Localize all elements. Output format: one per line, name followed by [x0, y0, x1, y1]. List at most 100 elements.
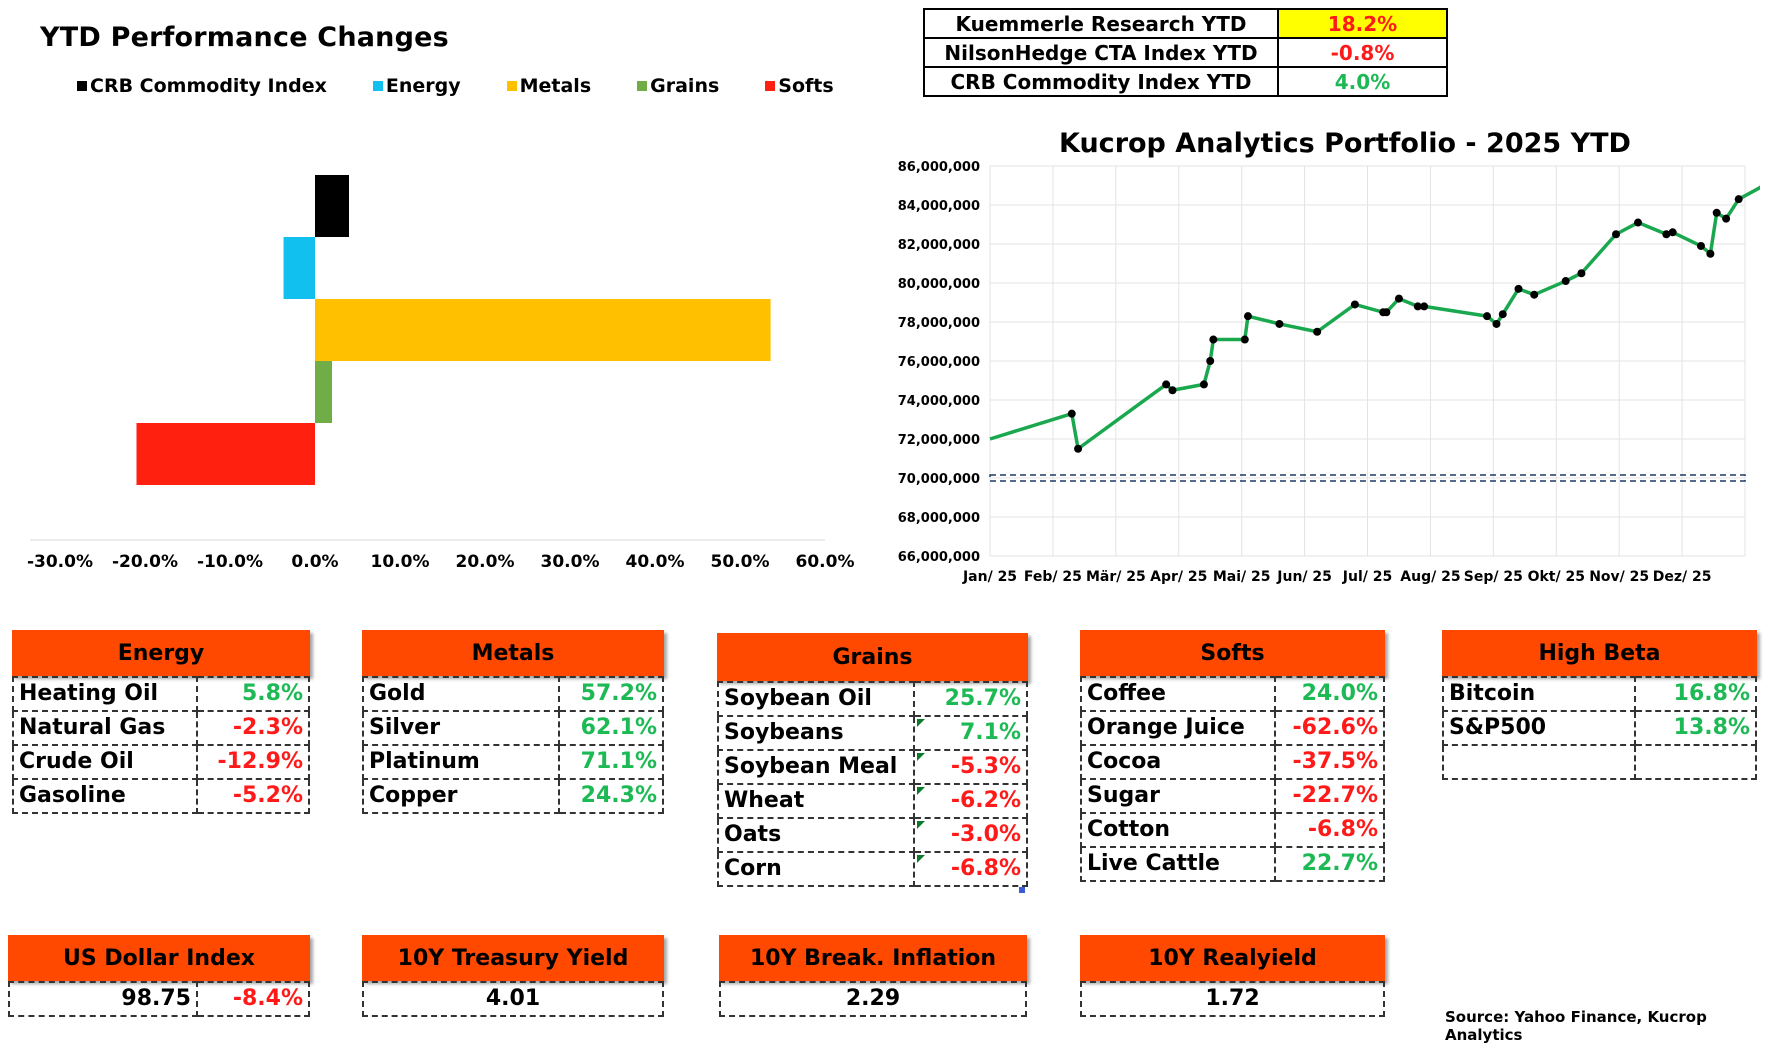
- legend-item-crb: CRB Commodity Index: [77, 74, 327, 98]
- asset-change: -6.8%: [1275, 813, 1384, 847]
- asset-change: -62.6%: [1275, 711, 1384, 745]
- asset-change: 7.1%: [914, 716, 1027, 750]
- table-row: Gasoline-5.2%: [13, 779, 309, 813]
- table-row: Cotton-6.8%: [1081, 813, 1384, 847]
- summary-label: CRB Commodity Index YTD: [924, 67, 1278, 96]
- table-row: Orange Juice-62.6%: [1081, 711, 1384, 745]
- table-row: 1.72: [1081, 982, 1384, 1016]
- portfolio-point: [1577, 269, 1585, 277]
- line-x-tick-label: Dez/ 25: [1653, 569, 1712, 585]
- summary-row: NilsonHedge CTA Index YTD -0.8%: [924, 38, 1447, 67]
- asset-change: 22.7%: [1275, 847, 1384, 881]
- line-y-tick-label: 68,000,000: [898, 511, 980, 526]
- portfolio-point: [1420, 302, 1428, 310]
- asset-name: Sugar: [1081, 779, 1275, 813]
- legend-swatch-crb: [77, 81, 87, 91]
- summary-row: Kuemmerle Research YTD 18.2%: [924, 9, 1447, 38]
- asset-name: Soybean Oil: [718, 682, 914, 716]
- line-chart: Kucrop Analytics Portfolio - 2025 YTD 66…: [890, 120, 1760, 600]
- portfolio-point: [1562, 277, 1570, 285]
- table-row: Sugar-22.7%: [1081, 779, 1384, 813]
- asset-name: Oats: [718, 818, 914, 852]
- summary-row: CRB Commodity Index YTD 4.0%: [924, 67, 1447, 96]
- portfolio-point: [1209, 336, 1217, 344]
- bar-energy: [284, 237, 315, 299]
- bar-x-tick-label: 50.0%: [711, 552, 770, 572]
- asset-change: -6.2%: [914, 784, 1027, 818]
- line-y-tick-label: 78,000,000: [898, 316, 980, 331]
- line-y-tick-label: 84,000,000: [898, 199, 980, 214]
- portfolio-point: [1068, 410, 1076, 418]
- legend-label-softs: Softs: [778, 75, 833, 97]
- asset-name: Natural Gas: [13, 711, 197, 745]
- breakeven-level: 2.29: [720, 982, 1026, 1016]
- treasury-table: 4.01: [362, 981, 664, 1017]
- portfolio-point: [1634, 219, 1642, 227]
- legend-item-energy: Energy: [373, 74, 461, 98]
- bar-crb-commodity-index: [315, 175, 349, 237]
- portfolio-point: [1735, 195, 1743, 203]
- asset-change: -3.0%: [914, 818, 1027, 852]
- legend-label-metals: Metals: [520, 75, 592, 97]
- table-row: Oats-3.0%: [718, 818, 1027, 852]
- asset-name: Copper: [363, 779, 559, 813]
- summary-table: Kuemmerle Research YTD 18.2% NilsonHedge…: [923, 8, 1448, 97]
- line-y-tick-label: 70,000,000: [898, 472, 980, 487]
- breakeven-header: 10Y Break. Inflation: [719, 935, 1027, 981]
- cell-marker-icon: [1019, 887, 1025, 893]
- portfolio-point: [1168, 386, 1176, 394]
- portfolio-point: [1244, 312, 1252, 320]
- portfolio-point: [1515, 285, 1523, 293]
- high-beta-header: High Beta: [1442, 630, 1757, 676]
- table-row: 4.01: [363, 982, 663, 1016]
- usd-level: 98.75: [9, 982, 197, 1016]
- bar-x-tick-label: 0.0%: [291, 552, 338, 572]
- asset-change: [1635, 745, 1756, 779]
- asset-name: Gold: [363, 677, 559, 711]
- energy-header: Energy: [12, 630, 310, 676]
- portfolio-point: [1206, 357, 1214, 365]
- asset-change: 13.8%: [1635, 711, 1756, 745]
- portfolio-point: [1612, 230, 1620, 238]
- line-y-tick-label: 82,000,000: [898, 238, 980, 253]
- bar-x-tick-label: 40.0%: [626, 552, 685, 572]
- bar-chart: -30.0%-20.0%-10.0%0.0%10.0%20.0%30.0%40.…: [0, 110, 870, 580]
- line-y-tick-label: 80,000,000: [898, 277, 980, 292]
- asset-name: Crude Oil: [13, 745, 197, 779]
- portfolio-point: [1351, 300, 1359, 308]
- asset-name: Soybeans: [718, 716, 914, 750]
- table-row: [1443, 745, 1756, 779]
- asset-name: Gasoline: [13, 779, 197, 813]
- bar-x-tick-label: 20.0%: [456, 552, 515, 572]
- asset-change: -37.5%: [1275, 745, 1384, 779]
- asset-change: -22.7%: [1275, 779, 1384, 813]
- portfolio-point: [1706, 250, 1714, 258]
- portfolio-point: [1395, 295, 1403, 303]
- asset-change: 25.7%: [914, 682, 1027, 716]
- legend-item-softs: Softs: [765, 74, 833, 98]
- portfolio-point: [1713, 209, 1721, 217]
- portfolio-point: [1162, 380, 1170, 388]
- table-row: Wheat-6.2%: [718, 784, 1027, 818]
- portfolio-point: [1669, 228, 1677, 236]
- asset-name: Silver: [363, 711, 559, 745]
- portfolio-point: [1722, 215, 1730, 223]
- legend-swatch-metals: [507, 81, 517, 91]
- asset-change: 71.1%: [559, 745, 663, 779]
- summary-label: NilsonHedge CTA Index YTD: [924, 38, 1278, 67]
- table-row: Soybean Meal-5.3%: [718, 750, 1027, 784]
- breakeven-panel: 10Y Break. Inflation 2.29: [719, 935, 1027, 1017]
- line-y-tick-label: 66,000,000: [898, 550, 980, 565]
- portfolio-point: [1382, 308, 1390, 316]
- asset-name: Heating Oil: [13, 677, 197, 711]
- legend-swatch-energy: [373, 81, 383, 91]
